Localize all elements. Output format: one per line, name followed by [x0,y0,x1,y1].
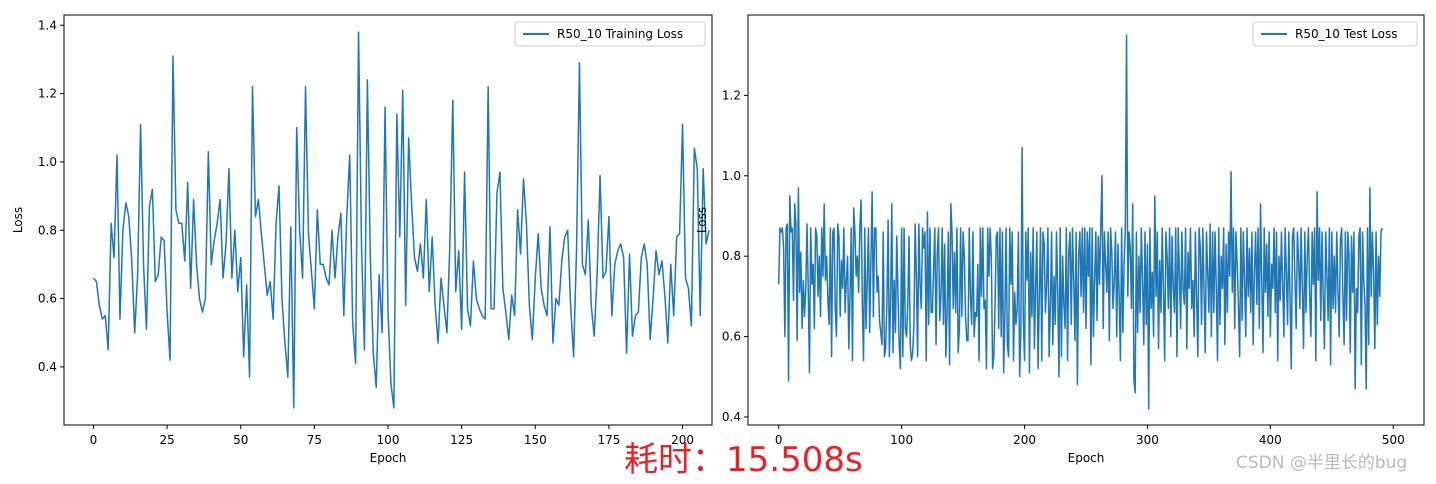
y-tick-label: 1.0 [38,155,57,169]
x-tick-label: 400 [1259,433,1282,447]
y-tick-label: 0.4 [722,410,741,424]
y-axis-label: Loss [11,207,25,233]
plot-frame [747,14,1425,426]
elapsed-time-caption: 耗时：15.508s [624,440,863,480]
training-loss-chart: 0 25 50 75 100 125 150 175 200 0.4 0.6 0.8 1.0 1.2 1.4… [11,14,713,465]
y-tick-label: 0.6 [722,330,741,344]
legend-label: R50_10 Training Loss [557,27,683,41]
legend-box [1252,21,1418,47]
x-tick-label: 200 [1013,433,1036,447]
y-tick-label: 0.8 [38,223,57,237]
legend-box [514,21,706,47]
x-tick-label: 175 [597,433,620,447]
x-tick-label: 300 [1136,433,1159,447]
y-tick-label: 1.2 [38,87,57,101]
x-tick-label: 100 [890,433,913,447]
y-axis-label: Loss [695,207,709,233]
x-tick-label: 0 [775,433,783,447]
x-tick-label: 150 [524,433,547,447]
y-tick-label: 1.4 [38,18,57,32]
plot-frame [63,14,713,426]
x-tick-label: 75 [307,433,322,447]
series-line-test-loss [777,34,1383,410]
y-tick-label: 1.2 [722,88,741,102]
x-tick-label: 125 [450,433,473,447]
x-tick-label: 50 [233,433,248,447]
x-tick-label: 100 [377,433,400,447]
x-axis-label: Epoch [370,451,407,465]
x-axis-label: Epoch [1068,451,1105,465]
x-tick-label: 500 [1382,433,1405,447]
x-tick-label: 200 [671,433,694,447]
legend-label: R50_10 Test Loss [1295,27,1397,41]
y-tick-label: 0.8 [722,249,741,263]
y-tick-label: 0.6 [38,292,57,306]
series-line-training-loss [92,31,710,409]
y-tick-label: 0.4 [38,360,57,374]
test-loss-chart: 0 100 200 300 400 500 0.4 0.6 0.8 1.0 1.2 Epoch Loss… [695,14,1425,465]
csdn-watermark: CSDN @半里长的bug [1236,453,1408,473]
y-tick-label: 1.0 [722,169,741,183]
x-tick-label: 0 [90,433,98,447]
x-tick-label: 25 [159,433,174,447]
